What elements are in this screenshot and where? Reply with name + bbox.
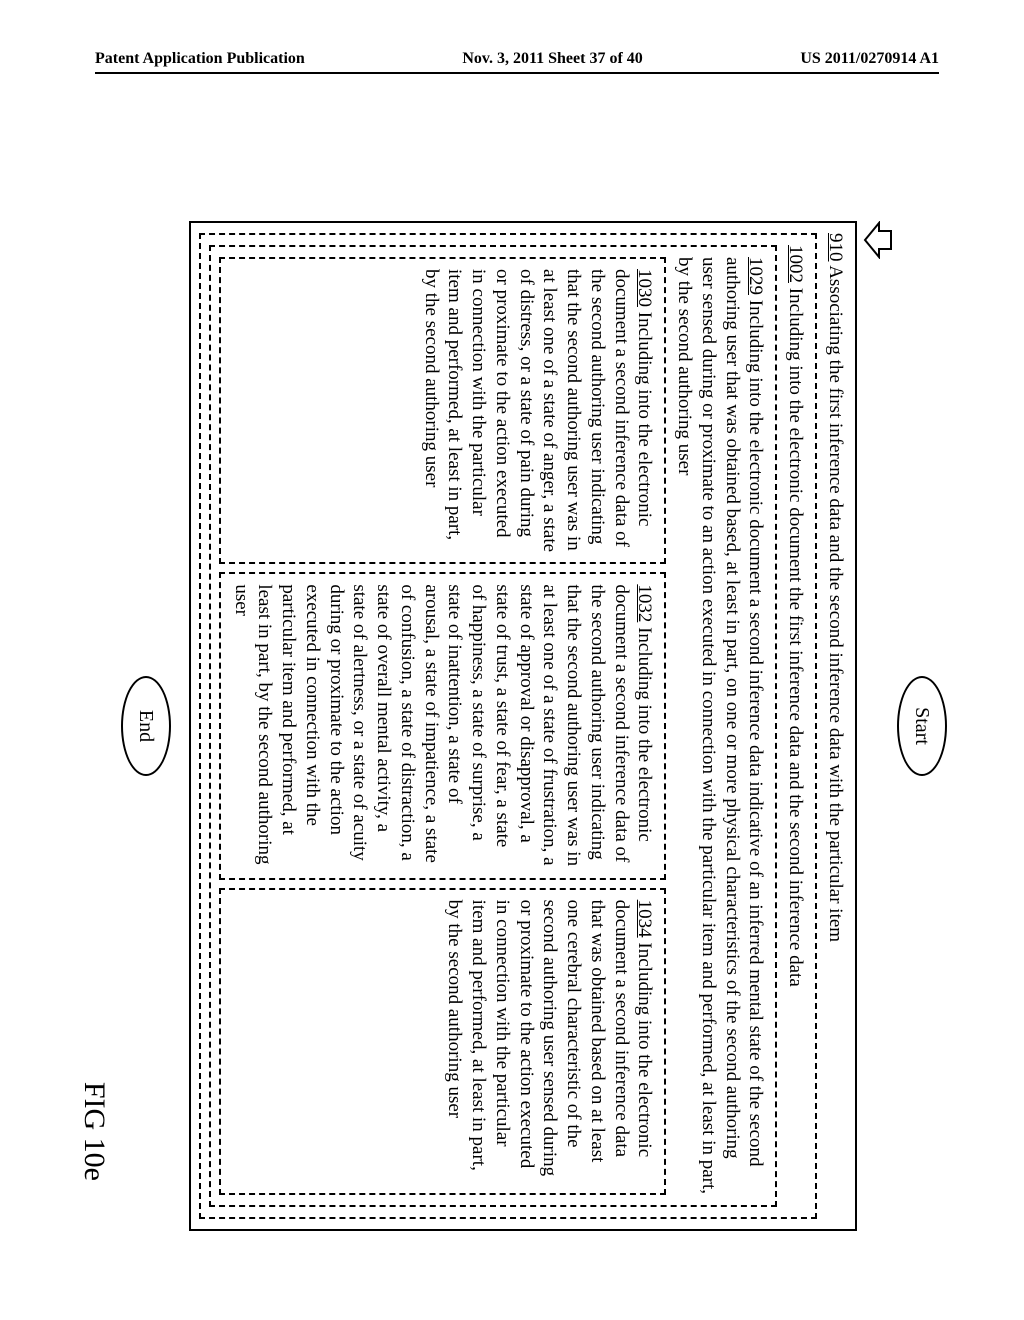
flowchart-container: Start 910 Associating the first inferenc… (77, 221, 947, 1231)
start-terminal: Start (897, 676, 947, 776)
box-1029-text: 1029 Including into the electronic docum… (674, 257, 766, 1194)
box-910-text: 910 Associating the first inference data… (825, 233, 846, 942)
end-container: End (121, 221, 171, 1231)
box-1030-ref: 1030 (635, 269, 656, 307)
box-1034-text: 1034 Including into the electronic docum… (445, 900, 656, 1177)
box-1030: 1030 Including into the electronic docum… (219, 257, 667, 564)
figure-label: FIG 10e (77, 221, 111, 1231)
box-1029-ref: 1029 (746, 257, 767, 295)
inner-row: 1030 Including into the electronic docum… (219, 257, 667, 1195)
box-1032-ref: 1032 (635, 584, 656, 622)
box-1032-text: 1032 Including into the electronic docum… (231, 584, 656, 866)
box-1029: 1029 Including into the electronic docum… (209, 245, 778, 1207)
box-1002: 1002 Including into the electronic docum… (199, 233, 817, 1219)
box-1002-ref: 1002 (785, 245, 806, 283)
box-910: 910 Associating the first inference data… (189, 221, 857, 1231)
box-910-ref: 910 (825, 233, 846, 262)
box-1030-text: 1030 Including into the electronic docum… (421, 269, 656, 552)
header-right: US 2011/0270914 A1 (800, 50, 939, 68)
box-1034-ref: 1034 (635, 900, 656, 938)
box-1002-text: 1002 Including into the electronic docum… (785, 245, 806, 987)
page: Patent Application Publication Nov. 3, 2… (0, 0, 1024, 1320)
arrow-down-icon (863, 221, 893, 1231)
header: Patent Application Publication Nov. 3, 2… (95, 50, 939, 74)
box-1034: 1034 Including into the electronic docum… (219, 888, 667, 1195)
header-center: Nov. 3, 2011 Sheet 37 of 40 (462, 50, 642, 68)
box-1032: 1032 Including into the electronic docum… (219, 572, 667, 879)
header-left: Patent Application Publication (95, 50, 305, 68)
end-terminal: End (121, 676, 171, 776)
